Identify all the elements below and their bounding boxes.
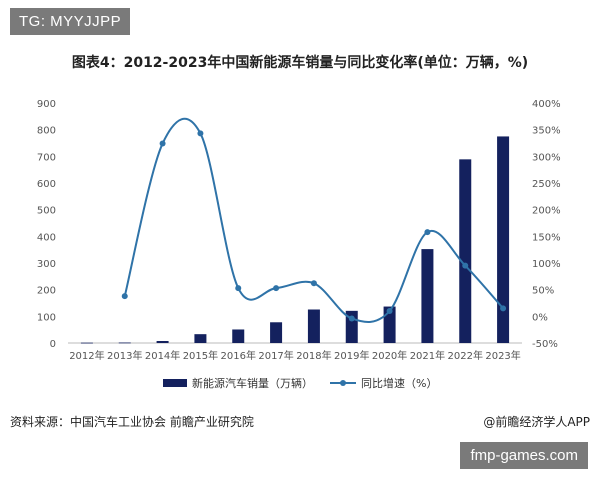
legend-label-line: 同比增速（%） bbox=[361, 376, 437, 390]
left-tick-label: 800 bbox=[37, 126, 56, 137]
x-tick-label: 2023年 bbox=[485, 349, 520, 362]
line-point bbox=[424, 229, 431, 236]
x-tick-label: 2018年 bbox=[296, 349, 331, 362]
x-tick-label: 2014年 bbox=[145, 349, 180, 362]
legend: 新能源汽车销量（万辆） 同比增速（%） bbox=[163, 376, 437, 390]
bar bbox=[194, 334, 207, 343]
right-tick-label: 150% bbox=[532, 232, 561, 243]
left-tick-label: 900 bbox=[37, 99, 56, 110]
bar bbox=[459, 159, 472, 343]
right-tick-label: -50% bbox=[532, 339, 558, 350]
x-tick-label: 2016年 bbox=[221, 349, 256, 362]
line-point bbox=[197, 130, 204, 137]
source-note: 资料来源：中国汽车工业协会 前瞻产业研究院 bbox=[10, 415, 254, 429]
line-point bbox=[462, 262, 469, 269]
left-tick-label: 700 bbox=[37, 152, 56, 163]
left-tick-label: 300 bbox=[37, 259, 56, 270]
bar bbox=[421, 249, 434, 343]
bar-series bbox=[80, 136, 510, 344]
bar bbox=[232, 329, 245, 343]
line-point bbox=[235, 285, 242, 292]
right-tick-label: 100% bbox=[532, 259, 561, 270]
x-tick-label: 2013年 bbox=[107, 349, 142, 362]
right-tick-label: 350% bbox=[532, 126, 561, 137]
right-tick-label: 250% bbox=[532, 179, 561, 190]
x-tick-label: 2012年 bbox=[69, 349, 104, 362]
line-point bbox=[159, 140, 166, 147]
left-tick-label: 600 bbox=[37, 179, 56, 190]
bar bbox=[80, 342, 93, 344]
x-tick-label: 2021年 bbox=[410, 349, 445, 362]
line-point bbox=[273, 285, 280, 292]
axes: 0 100 200 300 400 500 600 700 800 900 -50% 0% 50% 100… bbox=[37, 99, 561, 362]
left-tick-label: 0 bbox=[50, 339, 56, 350]
line-series bbox=[121, 117, 507, 323]
line-point bbox=[348, 315, 355, 322]
bar bbox=[118, 342, 131, 344]
watermark-tag: TG: MYYJJPP bbox=[10, 8, 131, 35]
line-point bbox=[121, 293, 128, 300]
bar bbox=[307, 309, 320, 343]
line-point bbox=[386, 308, 393, 314]
site-watermark: fmp-games.com bbox=[460, 442, 588, 469]
bar bbox=[383, 306, 396, 343]
right-tick-label: 0% bbox=[532, 312, 548, 323]
x-tick-label: 2022年 bbox=[448, 349, 483, 362]
chart-title: 图表4：2012-2023年中国新能源车销量与同比变化率(单位：万辆，%) bbox=[71, 55, 529, 71]
left-tick-label: 400 bbox=[37, 232, 56, 243]
x-tick-label: 2020年 bbox=[372, 349, 407, 362]
x-tick-label: 2019年 bbox=[334, 349, 369, 362]
bar bbox=[497, 136, 510, 343]
right-tick-label: 300% bbox=[532, 152, 561, 163]
line-point bbox=[500, 305, 507, 312]
growth-line bbox=[123, 117, 504, 323]
left-tick-label: 200 bbox=[37, 286, 56, 297]
left-tick-label: 500 bbox=[37, 206, 56, 217]
legend-swatch-point bbox=[340, 380, 346, 386]
x-tick-label: 2017年 bbox=[258, 349, 293, 362]
legend-swatch-bar bbox=[163, 379, 187, 387]
credit-note: @前瞻经济学人APP bbox=[483, 415, 590, 429]
bar bbox=[156, 341, 169, 343]
legend-label-bar: 新能源汽车销量（万辆） bbox=[192, 376, 313, 390]
right-tick-label: 400% bbox=[532, 99, 561, 110]
right-tick-label: 200% bbox=[532, 206, 561, 217]
left-tick-label: 100 bbox=[37, 312, 56, 323]
bar bbox=[270, 322, 283, 343]
line-point bbox=[310, 280, 317, 287]
chart: 0 100 200 300 400 500 600 700 800 900 -50% 0% 50% 100… bbox=[37, 99, 561, 390]
x-tick-label: 2015年 bbox=[183, 349, 218, 362]
right-tick-label: 50% bbox=[532, 286, 554, 297]
